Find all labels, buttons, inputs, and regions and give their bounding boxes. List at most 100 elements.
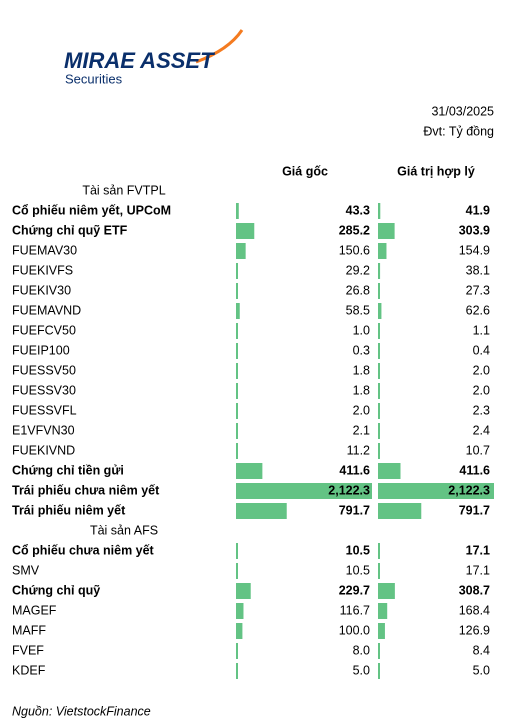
data-bar (236, 643, 238, 659)
row-label: FUEIP100 (12, 343, 70, 357)
logo-text: MIRAE ASSET (64, 48, 215, 73)
value-label: 5.0 (353, 663, 370, 677)
row-label: KDEF (12, 663, 46, 677)
value-label: 43.3 (346, 203, 370, 217)
logo-subtext: Securities (65, 71, 123, 86)
value-label: 8.0 (353, 643, 370, 657)
data-bar (378, 643, 380, 659)
data-bar (236, 443, 238, 459)
data-bar (378, 263, 381, 279)
data-bar (236, 583, 251, 599)
value-label: 411.6 (339, 463, 370, 477)
value-label: 116.7 (340, 603, 370, 617)
data-bar (378, 483, 494, 499)
data-bar (378, 243, 387, 259)
value-label: 29.2 (346, 263, 370, 277)
row-label: FUEFCV50 (12, 323, 76, 337)
unit: Đvt: Tỷ đồng (423, 124, 494, 138)
value-label: 2,122.3 (328, 483, 370, 497)
data-bar (236, 323, 238, 339)
row-label: FUEKIVFS (12, 263, 73, 277)
value-label: 1.8 (353, 383, 370, 397)
row-label: Trái phiếu chưa niêm yết (12, 483, 160, 497)
row-label: Chứng chỉ quỹ ETF (12, 223, 128, 237)
value-label: 2.3 (473, 403, 490, 417)
data-bar (378, 383, 380, 399)
data-bar (378, 283, 380, 299)
data-bar (378, 663, 380, 679)
row-label: FUEKIV30 (12, 283, 71, 297)
value-label: 17.1 (466, 563, 490, 577)
value-label: 41.9 (466, 203, 490, 217)
data-bar (236, 303, 240, 319)
value-label: 168.4 (459, 603, 490, 617)
data-bar (236, 623, 243, 639)
data-bar (378, 363, 380, 379)
row-label: Trái phiếu niêm yết (12, 503, 126, 517)
value-label: 0.3 (353, 343, 370, 357)
value-label: 10.7 (466, 443, 490, 457)
data-bar (378, 403, 380, 419)
section-label: Tài sản FVTPL (82, 183, 165, 197)
data-bar (236, 543, 238, 559)
value-label: 791.7 (459, 503, 490, 517)
value-label: 1.8 (353, 363, 370, 377)
row-label: FUESSV50 (12, 363, 76, 377)
row-label: FUEMAV30 (12, 243, 77, 257)
data-bar (236, 283, 238, 299)
value-label: 5.0 (473, 663, 490, 677)
data-bar (378, 603, 388, 619)
value-label: 2.0 (473, 363, 490, 377)
value-label: 10.5 (346, 543, 370, 557)
data-bar (378, 443, 380, 459)
row-label: Chứng chỉ quỹ (12, 583, 100, 597)
data-bar (236, 223, 255, 239)
row-label: E1VFVN30 (12, 423, 75, 437)
data-bar (236, 363, 238, 379)
row-label: SMV (12, 563, 40, 577)
value-label: 1.0 (353, 323, 370, 337)
data-bar (378, 423, 380, 439)
data-bar (236, 463, 263, 479)
value-label: 154.9 (459, 243, 490, 257)
value-label: 8.4 (473, 643, 490, 657)
value-label: 2,122.3 (448, 483, 490, 497)
data-bar (378, 323, 380, 339)
logo-swoosh (195, 29, 244, 64)
data-bar (236, 663, 238, 679)
value-label: 126.9 (459, 623, 490, 637)
value-label: 285.2 (339, 223, 370, 237)
data-bar (378, 563, 380, 579)
value-label: 150.6 (339, 243, 370, 257)
column-header: Giá gốc (282, 164, 328, 178)
value-label: 2.1 (353, 423, 370, 437)
value-label: 58.5 (346, 303, 370, 317)
row-label: Cổ phiếu niêm yết, UPCoM (12, 203, 171, 217)
value-label: 11.2 (347, 443, 370, 457)
value-label: 2.0 (353, 403, 370, 417)
row-label: MAFF (12, 623, 46, 637)
data-bar (236, 483, 372, 499)
data-bar (378, 503, 422, 519)
data-bar (378, 203, 381, 219)
value-label: 0.4 (473, 343, 490, 357)
data-bar (236, 383, 238, 399)
row-label: Chứng chỉ tiền gửi (12, 463, 124, 477)
data-bar (378, 463, 401, 479)
value-label: 26.8 (346, 283, 370, 297)
data-bar (236, 243, 246, 259)
data-bar (236, 603, 244, 619)
column-header: Giá trị hợp lý (397, 164, 475, 178)
data-bar (236, 263, 238, 279)
data-bar (236, 503, 287, 519)
data-bar (378, 543, 380, 559)
data-bar (236, 403, 238, 419)
data-bar (378, 303, 382, 319)
value-label: 10.5 (346, 563, 370, 577)
value-label: 62.6 (466, 303, 490, 317)
data-bar (378, 623, 385, 639)
value-label: 308.7 (459, 583, 490, 597)
section-label: Tài sản AFS (90, 523, 158, 537)
value-label: 2.4 (473, 423, 490, 437)
row-label: FUESSVFL (12, 403, 77, 417)
